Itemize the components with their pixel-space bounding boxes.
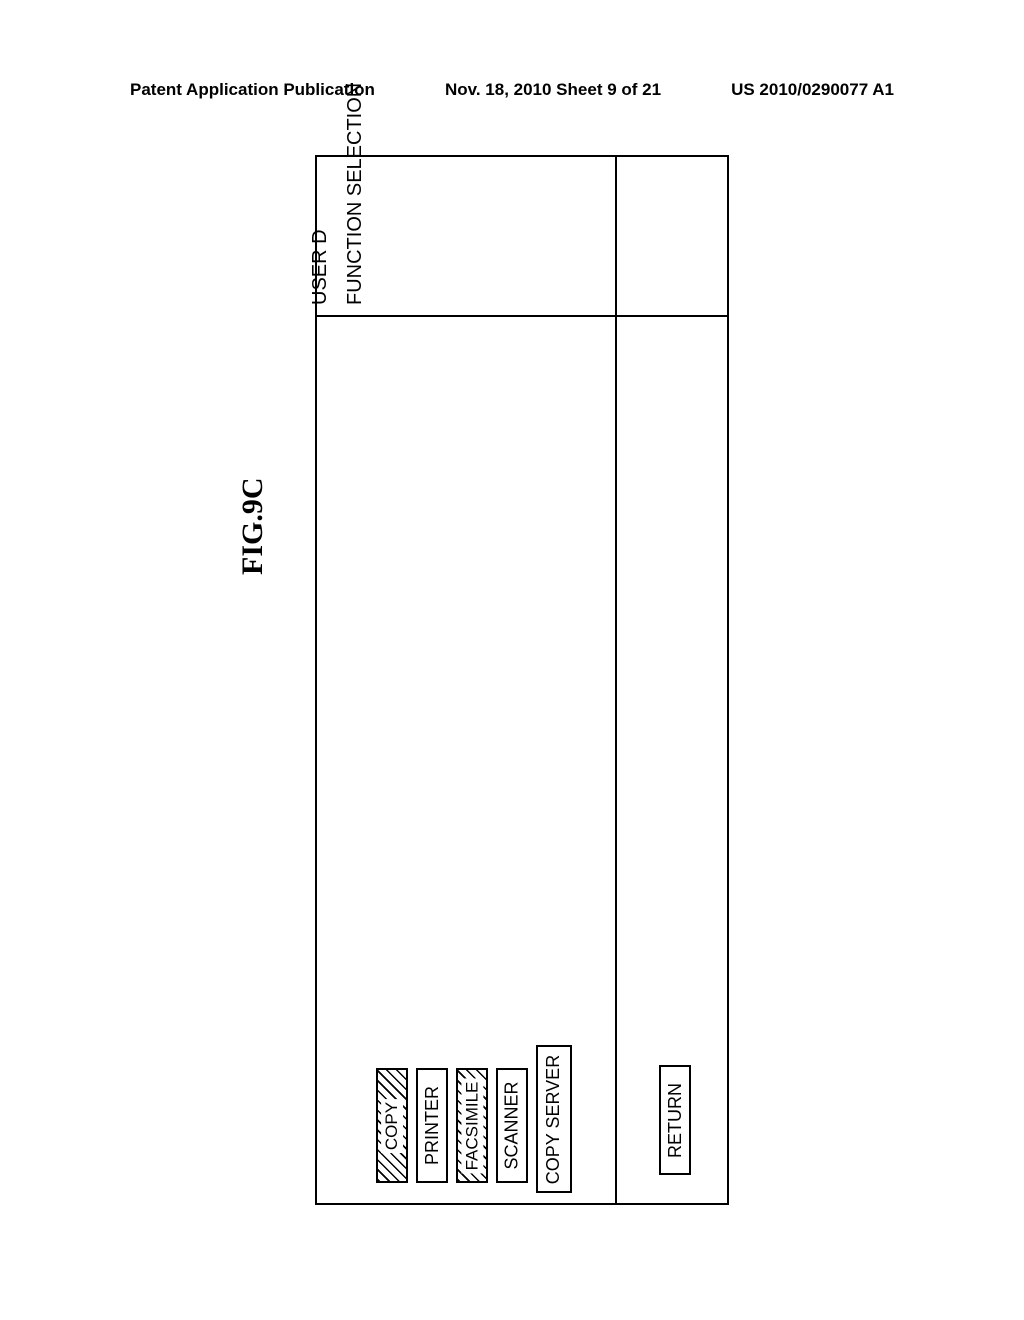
- panel-title-area: FUNCTION SELECTION USER D: [317, 157, 617, 315]
- page-header: Patent Application Publication Nov. 18, …: [0, 80, 1024, 100]
- printer-button[interactable]: PRINTER: [416, 1068, 448, 1183]
- figure-label: FIG.9C: [236, 478, 270, 576]
- copy-button[interactable]: COPY: [376, 1068, 408, 1183]
- panel-header-right: [617, 157, 727, 315]
- printer-label: PRINTER: [422, 1086, 443, 1165]
- facsimile-button[interactable]: FACSIMILE: [456, 1068, 488, 1183]
- panel-header: FUNCTION SELECTION USER D: [317, 157, 727, 317]
- facsimile-label: FACSIMILE: [461, 1078, 483, 1173]
- copy-label: COPY: [381, 1098, 403, 1152]
- sheet-info: Nov. 18, 2010 Sheet 9 of 21: [445, 80, 661, 100]
- return-label: RETURN: [665, 1083, 686, 1158]
- user-label: USER D: [309, 229, 332, 305]
- document-number: US 2010/0290077 A1: [731, 80, 894, 100]
- panel-title: FUNCTION SELECTION: [344, 83, 367, 305]
- panel-body: COPY PRINTER FACSIMILE SCANNER COPY SERV…: [317, 317, 727, 1205]
- function-selection-panel: FUNCTION SELECTION USER D COPY PRINTER F…: [315, 155, 729, 1205]
- return-button[interactable]: RETURN: [659, 1065, 691, 1175]
- panel-action-area: RETURN: [617, 317, 727, 1205]
- publication-label: Patent Application Publication: [130, 80, 375, 100]
- function-list: COPY PRINTER FACSIMILE SCANNER COPY SERV…: [317, 317, 617, 1205]
- copy-server-button[interactable]: COPY SERVER: [536, 1045, 572, 1193]
- scanner-button[interactable]: SCANNER: [496, 1068, 528, 1183]
- scanner-label: SCANNER: [502, 1081, 523, 1169]
- copy-server-label: COPY SERVER: [544, 1054, 565, 1183]
